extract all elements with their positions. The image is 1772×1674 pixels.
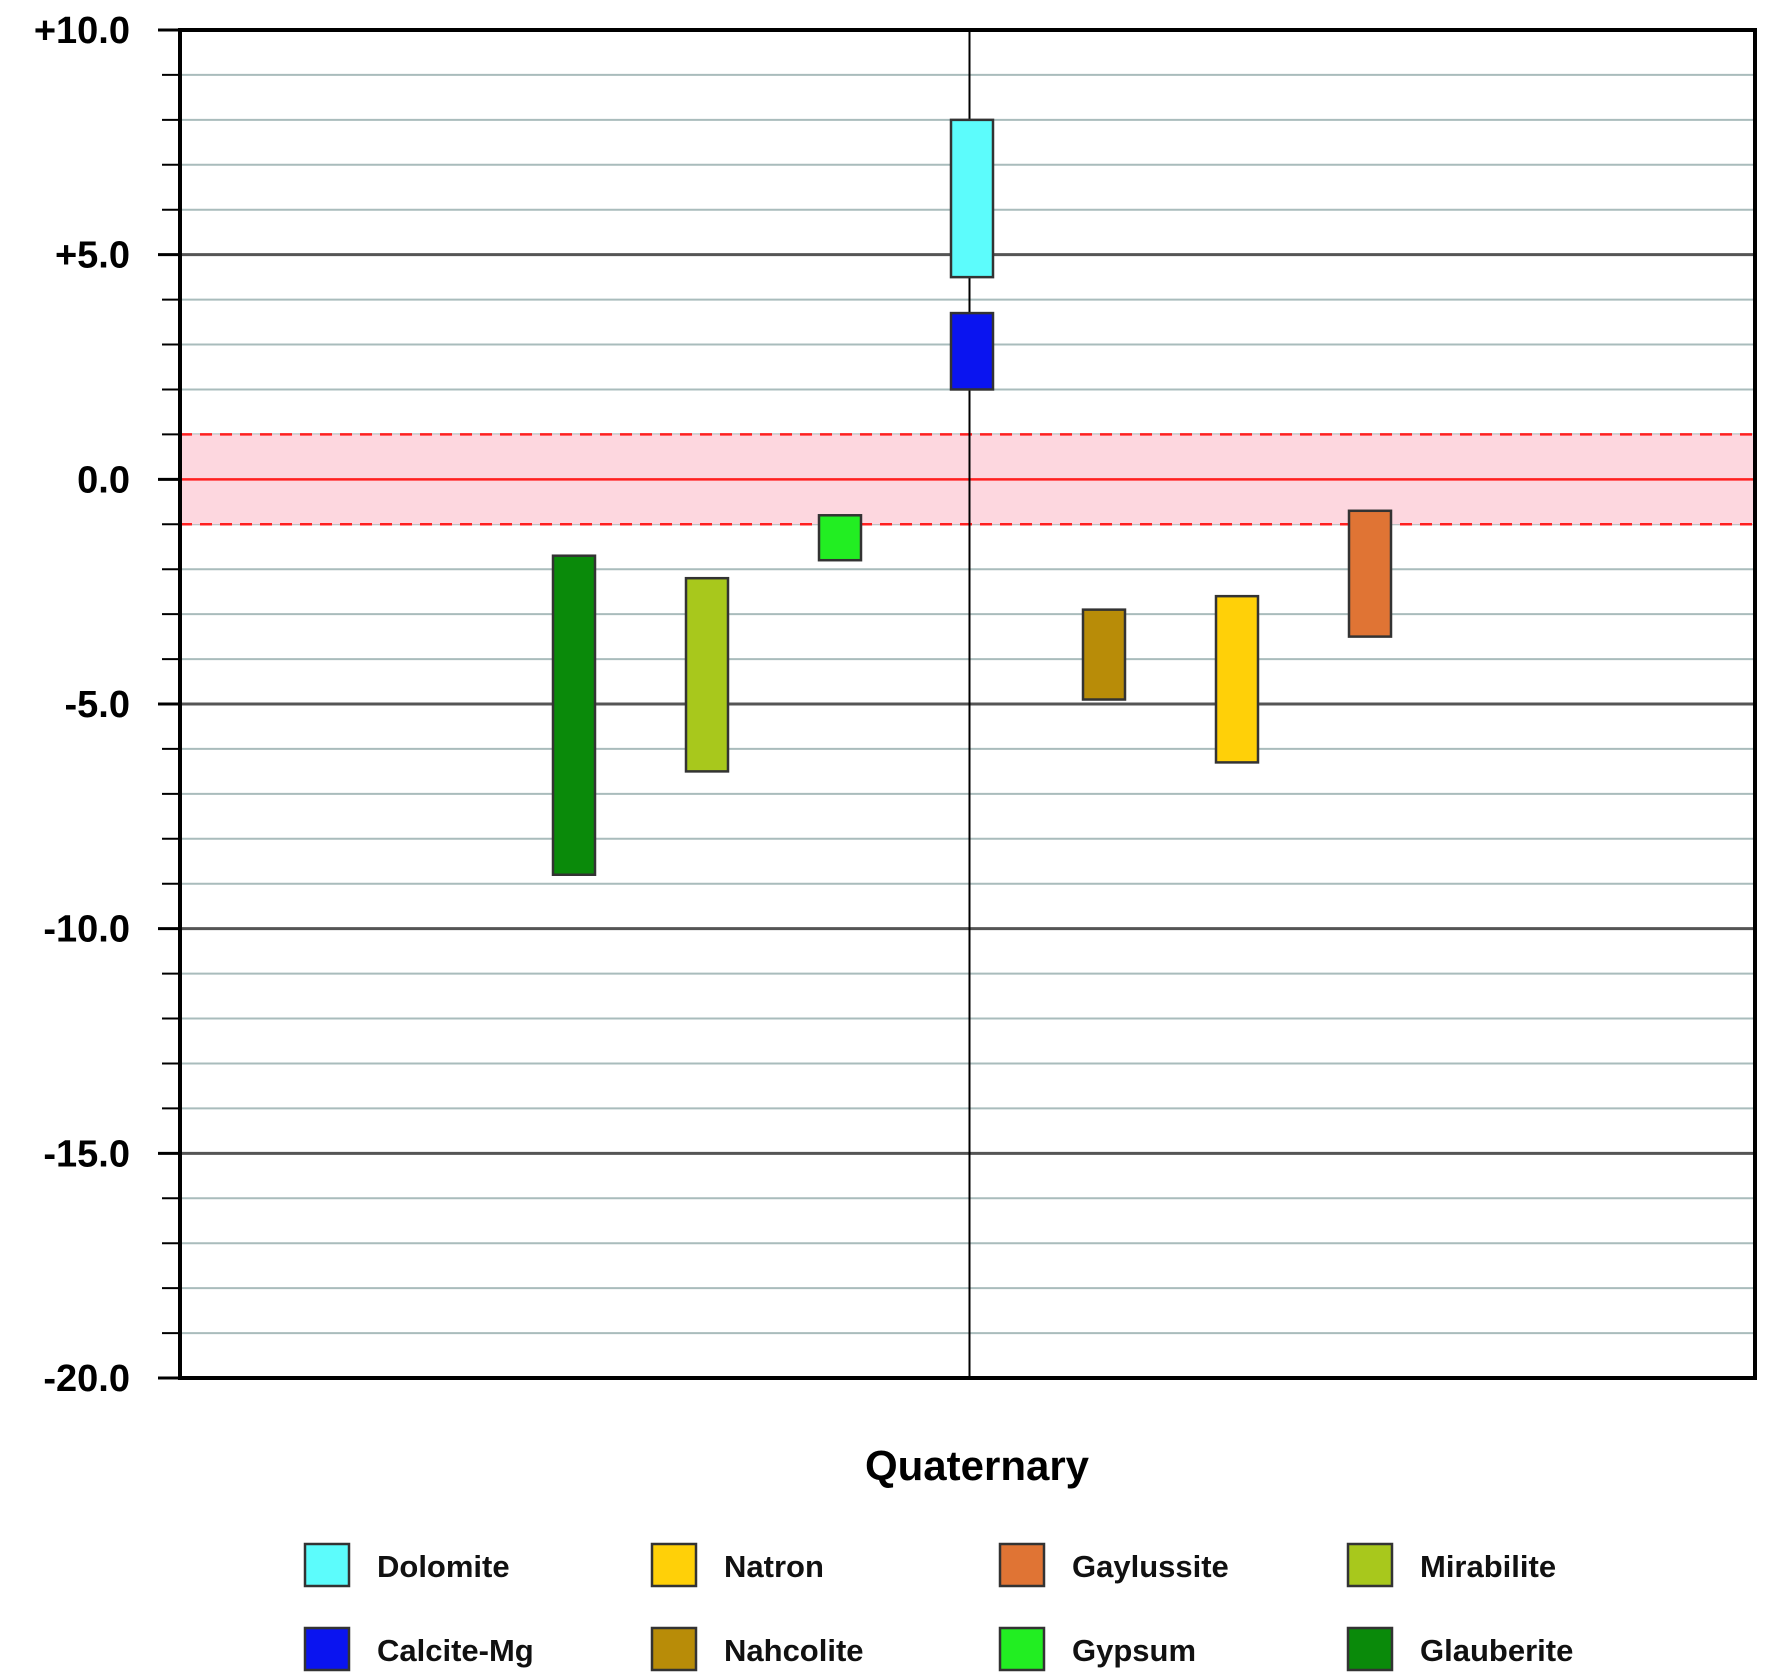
bar-glauberite [551, 554, 597, 876]
bar-calcite-mg [949, 311, 995, 391]
plot-frame [178, 28, 1757, 1380]
legend-label-mirabilite: Mirabilite [1420, 1549, 1556, 1584]
bar-nahcolite [1081, 608, 1127, 701]
legend: Dolomite Natron Gaylussite Mirabilite Calcit… [303, 1542, 1573, 1672]
y-tick-label: +10.0 [34, 10, 130, 52]
legend-label-glauberite: Glauberite [1420, 1633, 1573, 1668]
legend-swatch-nahcolite [650, 1626, 698, 1672]
y-tick-label: -15.0 [43, 1133, 130, 1175]
equilibrium-band [180, 433, 1755, 526]
bar-mirabilite [684, 576, 730, 773]
x-axis-label: Quaternary [865, 1442, 1090, 1489]
legend-label-calcite-mg: Calcite-Mg [377, 1633, 534, 1668]
bar-gaylussite [1347, 509, 1393, 638]
bar-dolomite [949, 118, 995, 279]
bar-gypsum [817, 514, 863, 562]
y-tick-label: -10.0 [43, 909, 130, 951]
legend-swatch-calcite-mg [303, 1626, 351, 1672]
y-tick-label: 0.0 [77, 459, 130, 501]
legend-swatch-dolomite [303, 1542, 351, 1588]
y-tick-label: -20.0 [43, 1358, 130, 1400]
legend-label-gaylussite: Gaylussite [1072, 1549, 1229, 1584]
legend-swatch-natron [650, 1542, 698, 1588]
legend-label-nahcolite: Nahcolite [724, 1633, 864, 1668]
legend-label-natron: Natron [724, 1549, 824, 1584]
legend-swatch-gypsum [998, 1626, 1046, 1672]
legend-label-dolomite: Dolomite [377, 1549, 510, 1584]
y-tick-labels: +10.0 +5.0 0.0 -5.0 -10.0 -15.0 -20.0 [34, 10, 130, 1400]
bar-layer [551, 118, 1393, 876]
legend-swatch-gaylussite [998, 1542, 1046, 1588]
axis-layer [158, 28, 1757, 1380]
y-tick-label: +5.0 [55, 235, 130, 277]
bar-natron [1214, 594, 1260, 764]
legend-swatch-mirabilite [1346, 1542, 1394, 1588]
legend-swatch-glauberite [1346, 1626, 1394, 1672]
legend-label-gypsum: Gypsum [1072, 1633, 1196, 1668]
y-tick-label: -5.0 [65, 684, 130, 726]
